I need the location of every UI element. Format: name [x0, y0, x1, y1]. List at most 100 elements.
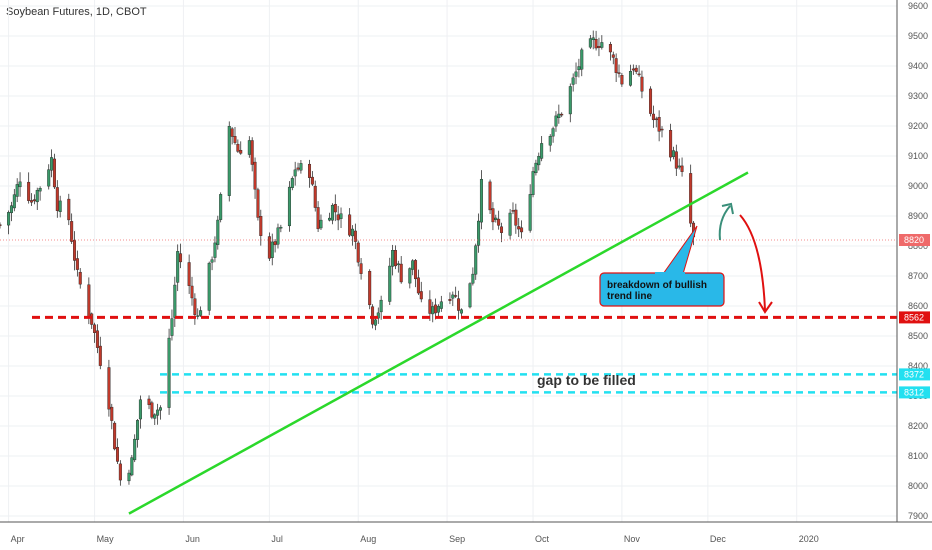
candle-body: [671, 150, 675, 157]
candle-body: [138, 399, 142, 420]
x-tick-label: Nov: [624, 534, 641, 544]
callout-joint: [655, 272, 685, 275]
candle-body: [213, 242, 217, 258]
x-tick-label: Oct: [535, 534, 550, 544]
candle-body: [259, 216, 263, 236]
candle-body: [680, 165, 684, 172]
y-tick-label: 8900: [908, 211, 928, 221]
y-tick-label: 9300: [908, 91, 928, 101]
grid: [0, 0, 897, 522]
candles: [0, 30, 696, 486]
support-price-badge: 8562: [904, 312, 924, 322]
candle-body: [520, 227, 524, 233]
candle-body: [534, 162, 538, 174]
candle-body: [339, 213, 343, 219]
candle-body: [35, 190, 39, 203]
y-tick-label: 9100: [908, 151, 928, 161]
candle-body: [654, 118, 658, 121]
gap-price-badge: 8372: [904, 369, 924, 379]
candle-body: [660, 128, 664, 131]
candle-body: [419, 291, 423, 300]
chart-title: Soybean Futures, 1D, CBOT: [6, 6, 147, 18]
candle-body: [500, 226, 504, 233]
candle-body: [95, 330, 99, 348]
candle-body: [608, 44, 612, 53]
candle-body: [479, 179, 483, 223]
candle-body: [173, 284, 177, 318]
y-tick-label: 8400: [908, 361, 928, 371]
candle-body: [179, 253, 183, 263]
candle-body: [130, 457, 134, 476]
candle-body: [396, 263, 400, 266]
candle-body: [279, 226, 283, 229]
up-arrow-curve: [718, 205, 731, 241]
candle-body: [58, 200, 62, 212]
candle-body: [531, 171, 535, 195]
candle-body: [78, 271, 82, 285]
candle-body: [689, 173, 693, 224]
y-tick-label: 9500: [908, 31, 928, 41]
candle-body: [150, 402, 154, 418]
candle-body: [657, 117, 661, 132]
candle-body: [7, 212, 11, 226]
candle-body: [399, 263, 403, 283]
candle-body: [87, 284, 91, 317]
candle-body: [330, 205, 334, 221]
candle-body: [115, 446, 119, 462]
candle-body: [471, 273, 475, 284]
candle-body: [187, 262, 191, 286]
callout-text-line: breakdown of bullish: [607, 280, 707, 291]
candle-body: [439, 301, 443, 309]
x-tick-label: Apr: [11, 534, 25, 544]
candle-body: [371, 306, 375, 325]
candle-body: [669, 129, 673, 158]
candle-body: [574, 71, 578, 77]
candle-body: [459, 309, 463, 314]
candle-body: [290, 178, 294, 188]
candle-body: [560, 113, 564, 116]
candle-body: [614, 58, 618, 73]
candle-body: [517, 226, 521, 230]
candle-body: [167, 337, 171, 408]
candle-body: [414, 260, 418, 280]
candle-body: [391, 250, 395, 267]
candle-body: [597, 45, 601, 48]
candle-body: [239, 149, 243, 154]
candle-body: [508, 212, 512, 236]
candle-body: [474, 245, 478, 275]
x-tick-label: Sep: [449, 534, 465, 544]
candle-body: [631, 68, 635, 71]
candle-body: [436, 306, 440, 313]
overlays: gap to be filled breakdown of bullishtren…: [0, 171, 897, 515]
candle-body: [113, 422, 117, 450]
candle-body: [454, 295, 458, 297]
candle-body: [511, 210, 515, 212]
candle-body: [548, 135, 552, 146]
down-arrow-head: [758, 301, 773, 314]
candle-body: [193, 298, 197, 315]
candle-body: [554, 115, 558, 127]
y-tick-label: 9200: [908, 121, 928, 131]
candle-body: [52, 158, 56, 188]
candle-body: [457, 298, 461, 311]
x-tick-label: Aug: [360, 534, 376, 544]
candle-body: [674, 151, 678, 169]
candle-body: [328, 217, 332, 221]
candle-body: [348, 214, 352, 236]
candle-body: [27, 181, 31, 201]
candle-body: [600, 42, 604, 48]
candle-body: [308, 163, 312, 178]
candle-body: [15, 184, 19, 197]
candle-body: [477, 220, 481, 246]
gap-price-badge-bg: [899, 386, 930, 399]
candle-body: [649, 88, 653, 114]
candle-body: [136, 420, 140, 440]
x-tick-label: 2020: [799, 534, 819, 544]
candle-body: [434, 304, 438, 314]
candle-body: [156, 409, 160, 416]
candle-body: [9, 205, 13, 214]
current-price-badge-bg: [899, 234, 930, 246]
x-tick-label: Jul: [271, 534, 283, 544]
